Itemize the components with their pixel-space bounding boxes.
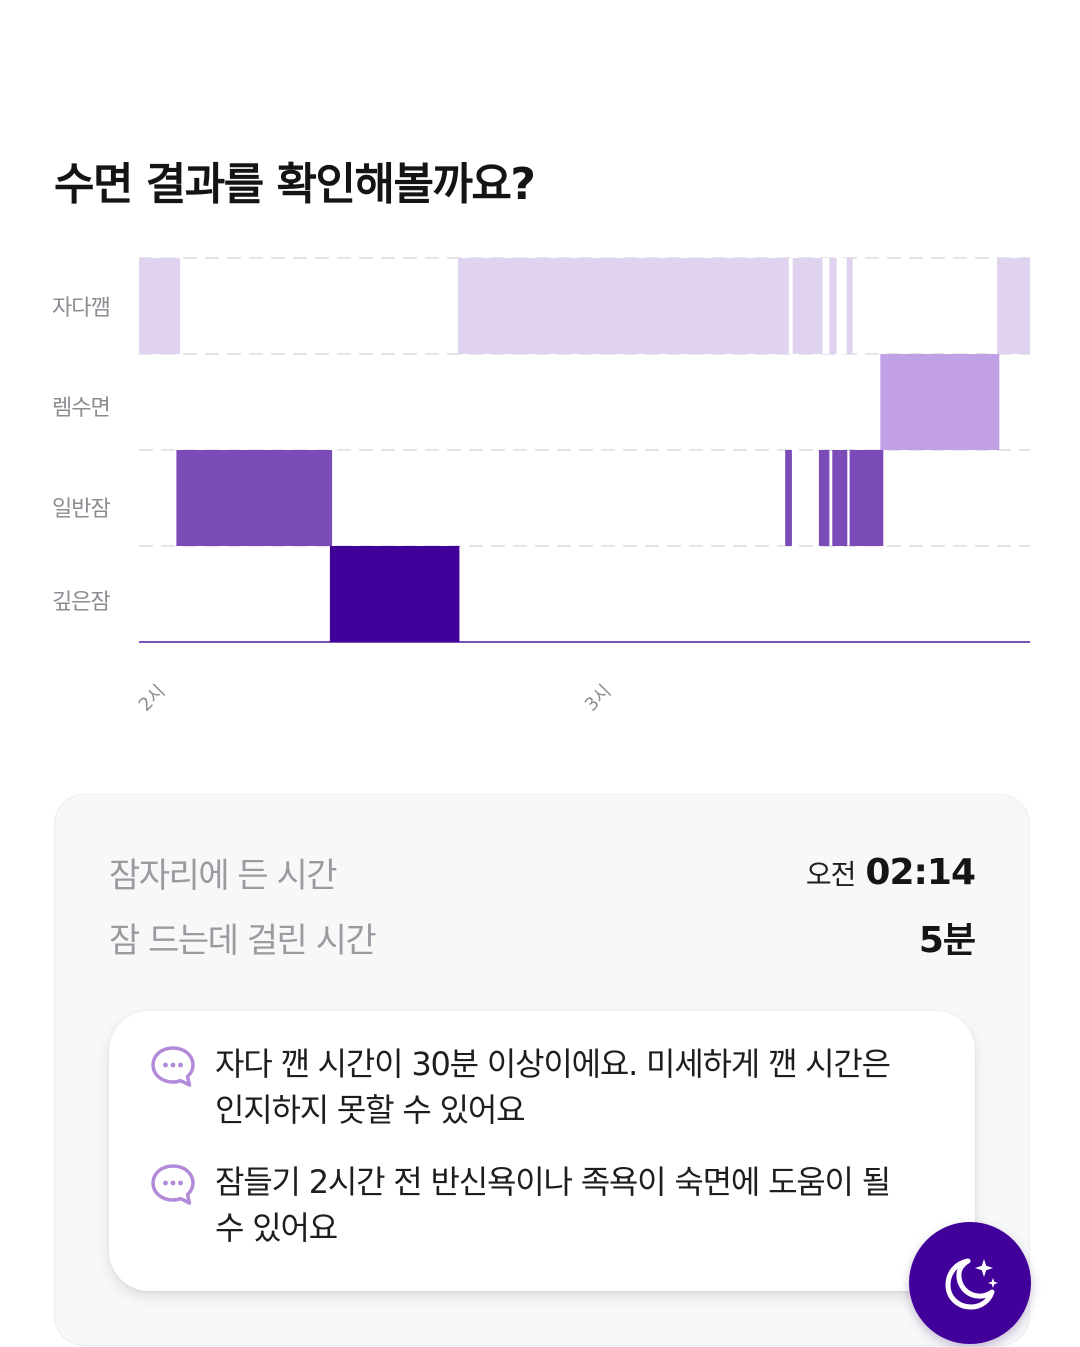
bedtime-value-group: 오전 02:14 [805, 851, 976, 893]
bedtime-label: 잠자리에 든 시간 [109, 855, 338, 896]
bedtime-row: 잠자리에 든 시간 오전 02:14 [109, 847, 976, 897]
segment-gap [788, 258, 793, 354]
tip-text-line: 잠들기 2시간 전 반신욕이나 족욕이 숙면에 도움이 될 [215, 1163, 891, 1201]
stage-segment [849, 450, 884, 546]
tip-text-line: 수 있어요 [215, 1209, 338, 1247]
stage-segment [458, 258, 789, 354]
y-tick-label: 깊은잠 [52, 590, 111, 615]
stage-segment [997, 258, 1030, 354]
stage-segment [792, 258, 823, 354]
tip-text: 잠들기 2시간 전 반신욕이나 족욕이 숙면에 도움이 될 수 있어요 [215, 1159, 891, 1251]
stage-segment [880, 354, 1000, 450]
stage-segment [846, 258, 853, 354]
segment-gap [836, 258, 847, 354]
bedtime-value: 02:14 [865, 851, 976, 893]
chart-canvas [139, 257, 1030, 643]
page-title: 수면 결과를 확인해볼까요? [54, 159, 536, 210]
latency-value-group: 5분 [918, 911, 976, 963]
tip-text-line: 인지하지 못할 수 있어요 [215, 1091, 526, 1129]
y-tick-label: 렘수면 [52, 396, 111, 421]
sleep-summary-card: 잠자리에 든 시간 오전 02:14 잠 드는데 걸린 시간 5분 [54, 794, 1030, 1346]
bedtime-ampm: 오전 [805, 857, 857, 891]
chat-bubble-icon [151, 1046, 195, 1087]
moon-stars-icon [945, 1258, 998, 1310]
chat-bubble-icon [151, 1164, 195, 1205]
sleep-stage-chart: 자다깸 렘수면 일반잠 깊은잠 2시 3시 [0, 250, 1080, 730]
latency-label: 잠 드는데 걸린 시간 [109, 920, 377, 961]
tip-text: 자다 깬 시간이 30분 이상이에요. 미세하게 깬 시간은 인지하지 못할 수… [215, 1041, 891, 1133]
stage-segment [818, 450, 830, 546]
stage-segment [829, 258, 837, 354]
stage-segment [832, 450, 848, 546]
latency-row: 잠 드는데 걸린 시간 5분 [109, 911, 976, 963]
sleep-mode-button[interactable] [909, 1222, 1031, 1344]
y-tick-label: 일반잠 [52, 497, 111, 522]
latency-value: 5분 [918, 920, 976, 961]
stage-segment [785, 450, 792, 546]
segment-gap [822, 258, 830, 354]
tip-item: 자다 깬 시간이 30분 이상이에요. 미세하게 깬 시간은 인지하지 못할 수… [149, 1041, 939, 1133]
tip-item: 잠들기 2시간 전 반신욕이나 족욕이 숙면에 도움이 될 수 있어요 [149, 1159, 939, 1251]
stage-segment [176, 450, 333, 546]
sleep-tips-box: 자다 깬 시간이 30분 이상이에요. 미세하게 깬 시간은 인지하지 못할 수… [109, 1011, 975, 1291]
stage-segment [329, 546, 460, 642]
y-tick-label: 자다깸 [52, 296, 111, 321]
tip-text-line: 자다 깬 시간이 30분 이상이에요. 미세하게 깬 시간은 [215, 1045, 891, 1083]
stage-segment [139, 258, 181, 354]
